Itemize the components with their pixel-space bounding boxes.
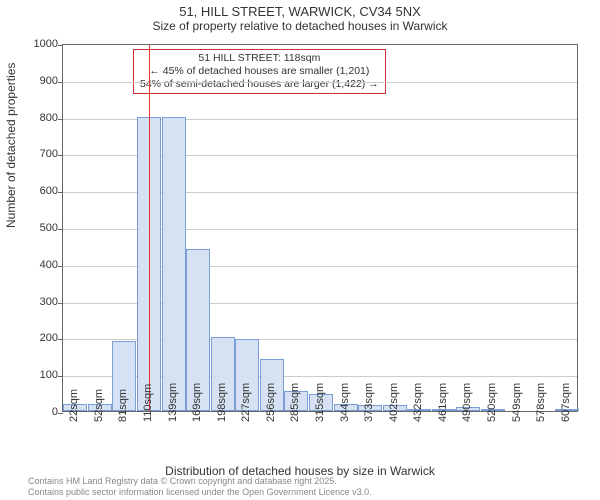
- y-tick-label: 1000: [18, 38, 58, 50]
- y-tick-label: 100: [18, 369, 58, 381]
- y-tick-mark: [58, 303, 63, 304]
- y-tick-label: 200: [18, 332, 58, 344]
- histogram-bar: [162, 117, 186, 411]
- y-tick-mark: [58, 82, 63, 83]
- y-tick-mark: [58, 229, 63, 230]
- y-tick-mark: [58, 376, 63, 377]
- y-tick-mark: [58, 339, 63, 340]
- annotation-line2: ← 45% of detached houses are smaller (1,…: [140, 65, 379, 78]
- y-tick-mark: [58, 266, 63, 267]
- footer-line1: Contains HM Land Registry data © Crown c…: [28, 476, 372, 487]
- y-tick-label: 0: [18, 406, 58, 418]
- y-tick-mark: [58, 119, 63, 120]
- y-tick-mark: [58, 45, 63, 46]
- y-tick-mark: [58, 192, 63, 193]
- chart-plot-area: 51 HILL STREET: 118sqm ← 45% of detached…: [62, 44, 578, 412]
- annotation-box: 51 HILL STREET: 118sqm ← 45% of detached…: [133, 49, 386, 94]
- y-tick-mark: [58, 413, 63, 414]
- y-tick-label: 300: [18, 296, 58, 308]
- footer-line2: Contains public sector information licen…: [28, 487, 372, 498]
- sub-title: Size of property relative to detached ho…: [0, 19, 600, 33]
- main-title: 51, HILL STREET, WARWICK, CV34 5NX: [0, 4, 600, 19]
- y-tick-label: 900: [18, 75, 58, 87]
- y-tick-label: 500: [18, 222, 58, 234]
- y-tick-label: 400: [18, 259, 58, 271]
- y-axis-label: Number of detached properties: [4, 63, 18, 228]
- y-tick-label: 800: [18, 112, 58, 124]
- y-tick-label: 700: [18, 148, 58, 160]
- annotation-line3: 54% of semi-detached houses are larger (…: [140, 78, 379, 91]
- y-tick-mark: [58, 155, 63, 156]
- marker-line: [149, 45, 150, 411]
- footer-credit: Contains HM Land Registry data © Crown c…: [28, 476, 372, 498]
- y-tick-label: 600: [18, 185, 58, 197]
- title-block: 51, HILL STREET, WARWICK, CV34 5NX Size …: [0, 0, 600, 33]
- gridline: [63, 82, 577, 83]
- annotation-line1: 51 HILL STREET: 118sqm: [140, 52, 379, 65]
